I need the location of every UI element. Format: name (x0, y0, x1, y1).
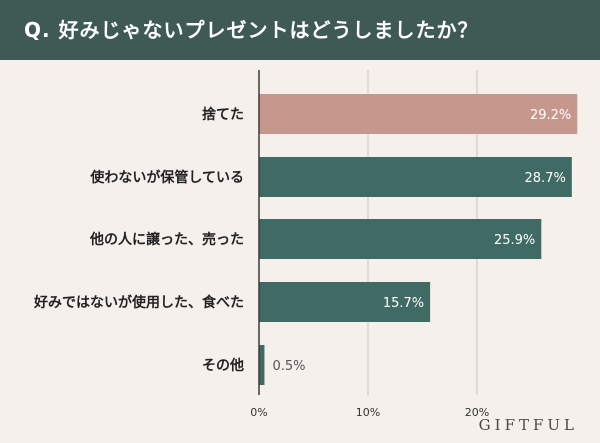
x-tick-label: 0% (250, 406, 267, 419)
x-tick-label: 20% (465, 406, 489, 419)
bar-chart: 0% 10% 20% 捨てた 29.2% 使わないが保管している 28.7% 他の人に譲った、… (33, 70, 578, 419)
value-label: 29.2% (530, 108, 571, 123)
value-label: 15.7% (383, 296, 424, 311)
category-label: 使わないが保管している (89, 169, 244, 186)
bar (259, 157, 572, 197)
bar (259, 219, 542, 259)
category-label: 捨てた (202, 106, 244, 123)
brand-logo: GIFTFUL (478, 416, 578, 434)
bar (259, 94, 578, 134)
bar (259, 282, 431, 322)
page-title: Q. 好みじゃないプレゼントはどうしましたか？ (24, 18, 479, 42)
header-bar: Q. 好みじゃないプレゼントはどうしましたか？ (0, 0, 600, 60)
bar (259, 345, 265, 385)
x-tick-label: 10% (356, 406, 380, 419)
category-label: その他 (202, 357, 244, 374)
category-label: 他の人に譲った、売った (89, 231, 244, 248)
value-label: 28.7% (525, 171, 566, 186)
value-label: 0.5% (272, 359, 305, 374)
category-label: 好みではないが使用した、食べた (33, 294, 244, 311)
value-label: 25.9% (494, 233, 535, 248)
